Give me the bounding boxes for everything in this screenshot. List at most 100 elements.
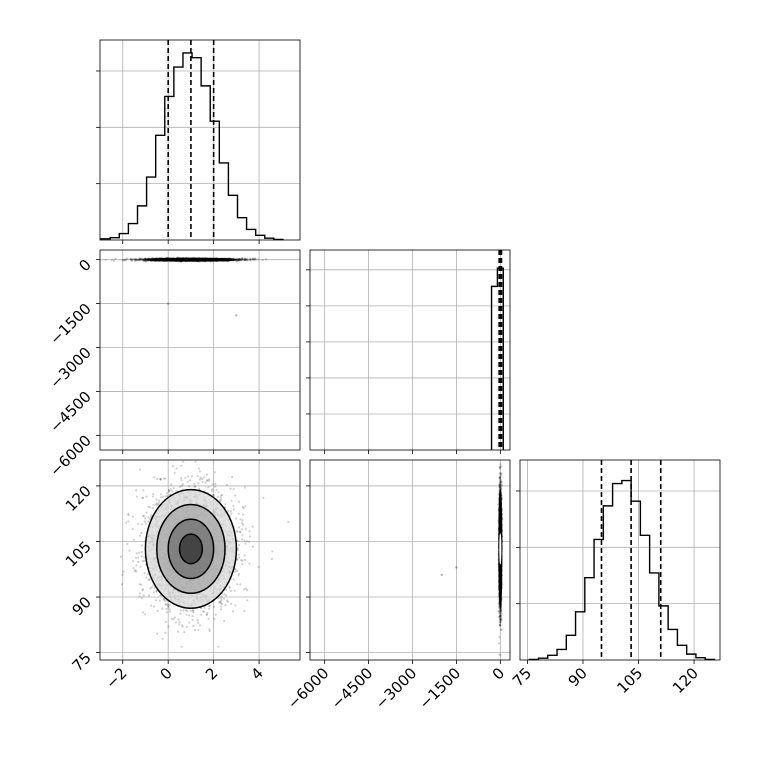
scatter-point	[203, 610, 206, 613]
scatter-point	[194, 485, 197, 488]
scatter-point	[244, 587, 247, 590]
scatter-point	[142, 258, 145, 261]
scatter-point	[235, 517, 238, 520]
scatter-point	[133, 570, 136, 573]
scatter-point	[201, 480, 204, 483]
scatter-point	[139, 258, 142, 261]
scatter-point	[202, 610, 205, 613]
scatter-point	[121, 259, 124, 262]
y-tick-label: 105	[62, 538, 95, 571]
scatter-point	[217, 491, 220, 494]
scatter-point	[137, 560, 140, 564]
scatter-point	[206, 479, 209, 483]
scatter-point	[143, 559, 146, 562]
scatter-point	[214, 485, 217, 488]
scatter-point	[224, 594, 228, 597]
histogram-0-frame	[99, 39, 301, 241]
scatter-point	[139, 258, 142, 261]
scatter-point	[148, 506, 152, 509]
scatter-point	[257, 565, 260, 568]
scatter-point	[236, 530, 239, 533]
scatter-point	[114, 257, 117, 260]
scatter-point	[237, 500, 240, 503]
scatter-point	[173, 616, 176, 619]
scatter-point	[141, 611, 145, 614]
scatter-point	[104, 258, 107, 261]
scatter-point	[124, 258, 127, 261]
scatter-point	[236, 258, 239, 261]
scatter-point	[231, 475, 234, 479]
scatter-point	[228, 585, 231, 588]
scatter-point	[264, 258, 268, 261]
histogram-panel-2: 75 90 105 120	[509, 459, 721, 697]
x-tick-label: 2	[202, 664, 221, 683]
scatter-point	[240, 259, 243, 262]
y-tick-label: 120	[62, 482, 95, 515]
scatter-point	[131, 258, 134, 261]
scatter-point	[138, 595, 141, 598]
scatter-point	[135, 570, 138, 573]
scatter-point	[181, 484, 184, 487]
scatter-point	[134, 259, 137, 262]
scatter-point	[193, 485, 196, 488]
y-tick-label: −1500	[46, 300, 95, 349]
scatter-point	[191, 609, 194, 612]
scatter-point	[270, 557, 273, 561]
y-tick-label: 75	[69, 649, 95, 675]
scatter-point	[147, 520, 150, 523]
scatter-point	[181, 483, 185, 486]
scatter-point	[144, 613, 147, 616]
scatter-point	[237, 259, 240, 262]
scatter-point	[142, 514, 145, 517]
scatter-point	[237, 512, 240, 515]
scatter-point	[244, 257, 247, 260]
scatter-point	[129, 258, 133, 261]
scatter-point	[142, 259, 145, 262]
scatter-point	[237, 258, 240, 261]
scatter-point	[218, 601, 221, 604]
scatter-point	[140, 258, 143, 261]
scatter-point	[214, 483, 217, 486]
scatter-point	[241, 559, 244, 562]
scatter-point	[180, 645, 183, 648]
scatter-point	[123, 258, 126, 261]
scatter-point	[244, 258, 247, 261]
scatter-point	[171, 490, 174, 493]
scatter-point	[229, 487, 232, 490]
scatter-point	[220, 605, 223, 608]
scatter-point	[220, 599, 223, 602]
scatter-point	[208, 629, 211, 633]
scatter-point	[142, 515, 145, 518]
scatter-point	[230, 512, 233, 515]
scatter-point	[159, 478, 162, 481]
scatter-point	[178, 621, 181, 624]
scatter-point	[138, 534, 141, 537]
scatter-point	[174, 621, 177, 624]
scatter-point	[143, 258, 146, 261]
scatter-point	[132, 538, 135, 541]
scatter-point	[147, 505, 150, 508]
scatter-point	[248, 258, 251, 261]
x-tick-label: 105	[613, 664, 646, 697]
scatter-point	[185, 613, 188, 616]
scatter-point	[242, 523, 245, 526]
scatter-point	[141, 257, 144, 260]
scatter-point	[251, 257, 254, 260]
scatter-point	[181, 625, 184, 628]
scatter-point	[144, 260, 147, 263]
scatter-point	[188, 621, 191, 624]
scatter-point	[182, 609, 185, 612]
scatter-point	[135, 258, 138, 261]
scatter-point	[238, 258, 241, 261]
scatter-point	[245, 259, 248, 262]
scatter-point	[262, 496, 265, 499]
scatter-point	[170, 483, 173, 486]
scatter-point	[243, 258, 246, 261]
scatter-point	[194, 628, 197, 632]
scatter-point	[187, 475, 190, 478]
scatter-point	[199, 613, 202, 616]
scatter-point	[208, 479, 211, 482]
scatter-point	[241, 505, 244, 508]
